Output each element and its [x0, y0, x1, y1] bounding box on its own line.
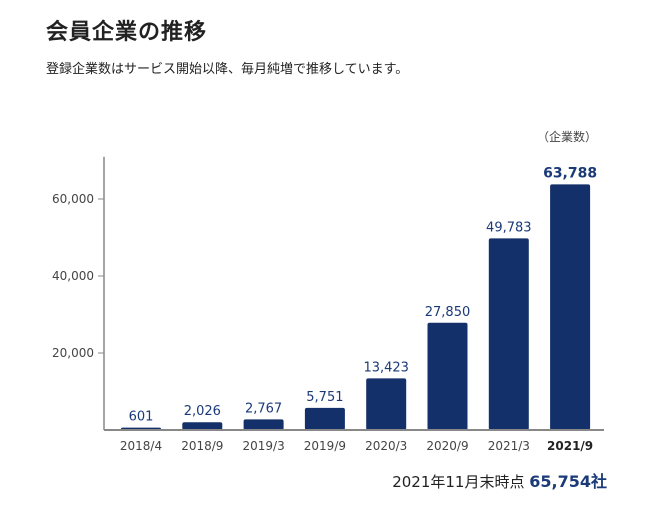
bar-value-label: 49,783	[486, 220, 532, 235]
bar-value-label: 2,767	[245, 401, 282, 416]
y-tick-label: 40,000	[52, 269, 94, 283]
x-tick-label: 2021/3	[488, 439, 530, 453]
bar-value-label: 601	[129, 410, 154, 425]
bar-2019-9	[304, 407, 345, 430]
page-title: 会員企業の推移	[46, 20, 208, 45]
bar-value-label: 13,423	[363, 360, 409, 375]
bar-2020-9	[427, 322, 468, 430]
bar-value-label: 5,751	[306, 390, 343, 405]
x-axis: 2018/4 2018/9 2019/3 2019/9 2020/3 2020/9 2021…	[104, 429, 604, 453]
bar-value-label: 27,850	[425, 305, 471, 320]
x-tick-label: 2020/9	[426, 439, 468, 453]
x-tick-label: 2018/4	[120, 439, 162, 453]
bar-2021-3	[488, 238, 529, 430]
footer-value: 65,754社	[529, 472, 607, 491]
page-subtitle: 登録企業数はサービス開始以降、毎月純増で推移しています。	[46, 62, 409, 77]
footer-prefix: 2021年11月末時点	[392, 473, 525, 491]
unit-label: （企業数）	[536, 130, 597, 144]
y-axis: 20,000 40,000 60,000	[52, 156, 105, 430]
bar-2018-9	[182, 422, 223, 430]
y-tick-label: 20,000	[52, 346, 94, 360]
x-tick-label: 2018/9	[181, 439, 223, 453]
bar-value-label: 2,026	[184, 404, 221, 419]
x-tick-label: 2019/9	[304, 439, 346, 453]
bar-2021-9	[550, 184, 591, 430]
bar-2019-3	[243, 419, 284, 430]
bar-value-label: 63,788	[543, 165, 597, 181]
x-tick-label: 2021/9	[547, 439, 593, 453]
bar-2020-3	[366, 378, 407, 430]
y-tick-label: 60,000	[52, 192, 94, 206]
footer-summary: 2021年11月末時点 65,754社	[392, 468, 607, 492]
x-tick-label: 2020/3	[365, 439, 407, 453]
x-tick-label: 2019/3	[242, 439, 284, 453]
bars: 601 2,026 2,767 5,751 13,423 27,850 49,783 63,7…	[121, 165, 597, 430]
